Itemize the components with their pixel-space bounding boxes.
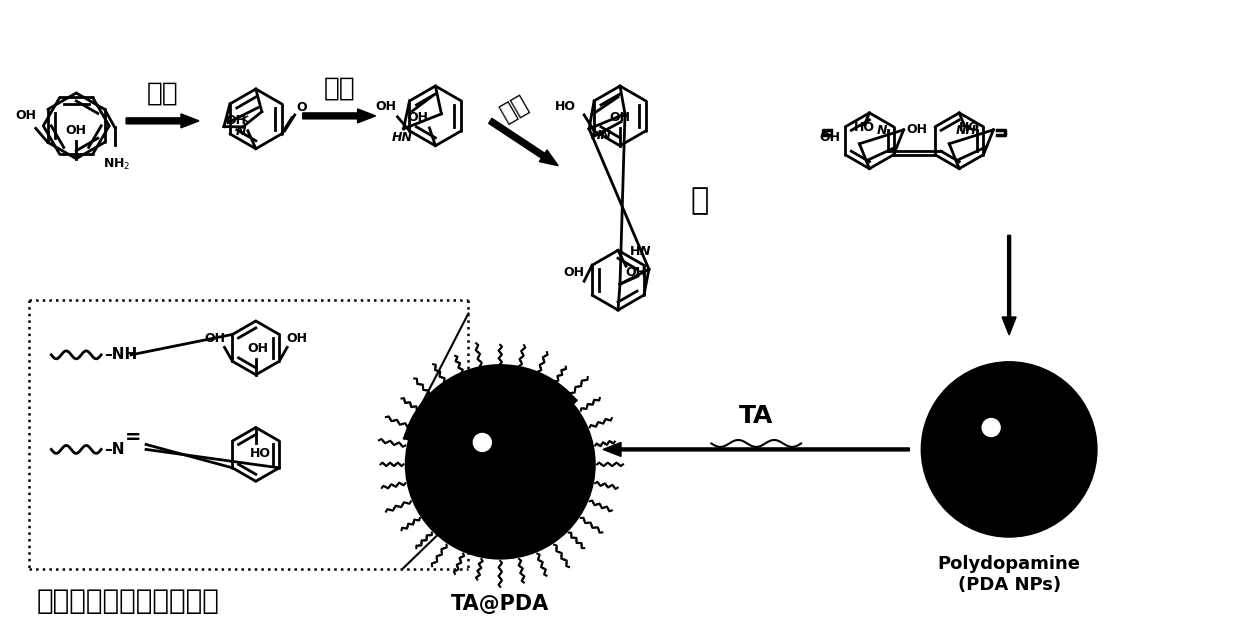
- Text: 迈克尔加成和席夫碱反应: 迈克尔加成和席夫碱反应: [36, 587, 219, 615]
- Text: HO: HO: [555, 100, 576, 113]
- Text: OH: OH: [248, 342, 269, 355]
- Wedge shape: [404, 365, 576, 464]
- Text: 或: 或: [690, 186, 709, 215]
- FancyArrow shape: [488, 118, 558, 165]
- Text: OH: OH: [819, 131, 840, 144]
- Text: HN: HN: [591, 128, 612, 142]
- Text: OH: OH: [406, 111, 427, 124]
- Text: –NH: –NH: [104, 347, 138, 363]
- Text: N: N: [876, 124, 887, 137]
- Text: 聚合: 聚合: [496, 90, 533, 125]
- Text: OH: OH: [564, 266, 585, 279]
- Circle shape: [405, 370, 595, 559]
- Text: H: H: [629, 245, 639, 258]
- Text: –N: –N: [104, 442, 125, 457]
- Circle shape: [473, 434, 492, 452]
- Text: TA@PDA: TA@PDA: [451, 594, 549, 614]
- Text: OH: OH: [15, 109, 36, 122]
- Text: HO: HO: [854, 121, 875, 134]
- Text: NH: NH: [955, 124, 976, 137]
- Text: HO: HO: [959, 121, 980, 134]
- Text: OH: OH: [626, 266, 647, 279]
- Text: OH: OH: [286, 333, 307, 345]
- Text: N: N: [235, 125, 247, 138]
- FancyArrow shape: [126, 114, 199, 128]
- Text: OH: OH: [204, 333, 225, 345]
- Text: HO: HO: [250, 448, 271, 460]
- Text: 氧化: 氧化: [146, 81, 178, 107]
- Text: TA: TA: [738, 403, 773, 427]
- Text: HN: HN: [392, 131, 413, 144]
- Text: OH: OH: [907, 123, 928, 136]
- Text: OH: OH: [225, 114, 247, 127]
- FancyArrow shape: [1002, 235, 1016, 335]
- Text: N: N: [639, 245, 650, 258]
- FancyArrow shape: [302, 109, 375, 123]
- Text: NH$_2$: NH$_2$: [103, 157, 130, 172]
- Text: OH: OH: [610, 111, 631, 124]
- Text: 重排: 重排: [323, 76, 356, 102]
- Text: Polydopamine
(PDA NPs): Polydopamine (PDA NPs): [938, 555, 1080, 594]
- Circle shape: [922, 362, 1097, 537]
- Text: OH: OH: [375, 100, 396, 113]
- Text: O: O: [296, 101, 307, 114]
- FancyArrow shape: [603, 443, 909, 457]
- Circle shape: [983, 418, 1000, 436]
- Text: OH: OH: [66, 124, 87, 137]
- Text: =: =: [125, 428, 141, 447]
